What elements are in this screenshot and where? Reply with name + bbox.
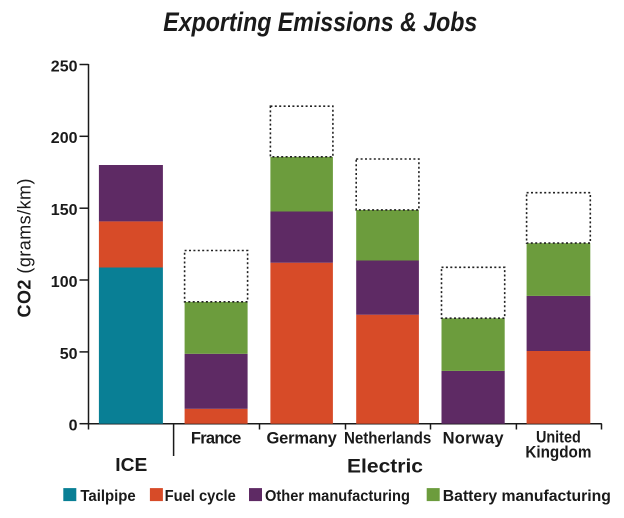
svg-text:CO2 (grams/km): CO2 (grams/km) [15, 179, 35, 318]
svg-text:250: 250 [51, 58, 78, 75]
svg-text:100: 100 [51, 274, 78, 291]
svg-text:ICE: ICE [115, 455, 147, 475]
svg-text:50: 50 [60, 346, 78, 363]
svg-text:Kingdom: Kingdom [525, 444, 591, 462]
svg-text:Battery manufacturing: Battery manufacturing [443, 488, 611, 505]
svg-text:0: 0 [69, 418, 78, 435]
svg-text:200: 200 [51, 130, 78, 147]
svg-text:Exporting Emissions & Jobs: Exporting Emissions & Jobs [163, 7, 477, 37]
svg-text:Netherlands: Netherlands [344, 430, 431, 448]
svg-text:Electric: Electric [347, 456, 423, 477]
svg-text:United: United [536, 429, 581, 447]
svg-text:150: 150 [51, 202, 78, 219]
svg-text:France: France [191, 430, 242, 448]
svg-text:Norway: Norway [443, 430, 505, 448]
svg-text:Tailpipe: Tailpipe [80, 488, 135, 505]
svg-text:Fuel cycle: Fuel cycle [165, 488, 236, 505]
svg-text:Other manufacturing: Other manufacturing [265, 488, 410, 505]
svg-text:Germany: Germany [267, 430, 338, 448]
